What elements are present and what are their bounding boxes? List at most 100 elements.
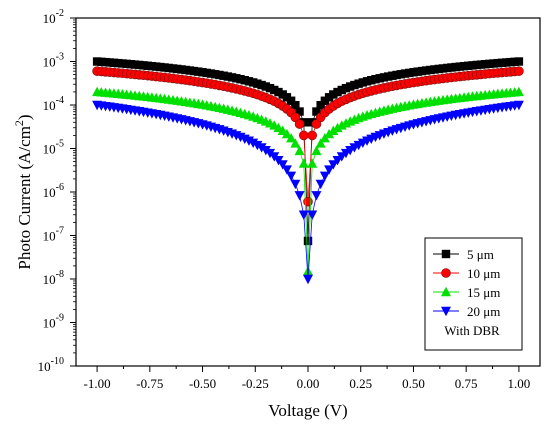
data-point	[294, 145, 305, 156]
x-tick-label: -1.00	[84, 376, 111, 391]
data-point	[311, 145, 322, 156]
data-point	[147, 61, 157, 71]
data-point	[286, 132, 297, 143]
legend-label: 10 μm	[467, 266, 500, 281]
data-point	[367, 76, 376, 85]
series-2	[92, 66, 524, 207]
x-axis-label: Voltage (V)	[268, 401, 347, 420]
x-tick-label: -0.75	[136, 376, 163, 391]
y-tick-label: 10-7	[43, 226, 64, 244]
series-4	[92, 100, 524, 285]
data-point	[177, 65, 186, 74]
data-point	[409, 68, 418, 77]
data-point	[244, 77, 254, 86]
legend-item: 10 μm	[433, 266, 500, 281]
data-point	[417, 66, 427, 76]
data-marks	[92, 57, 524, 285]
data-point	[160, 63, 169, 72]
data-point	[274, 87, 283, 97]
data-point	[328, 125, 339, 135]
y-axis-label: Photo Current (A/cm2)	[12, 114, 34, 269]
x-axis: -1.00 -0.75 -0.50 -0.25 0.00 0.25 0.50 0.75 1.00	[84, 366, 531, 391]
data-point	[240, 76, 249, 85]
data-point	[354, 79, 363, 88]
data-point	[447, 63, 456, 72]
data-point	[451, 62, 460, 72]
data-point	[97, 57, 106, 67]
legend: 5 μm 10 μm 15 μm 20 μm With DBR	[424, 237, 523, 351]
data-point	[421, 66, 431, 75]
data-point	[194, 67, 203, 76]
data-point	[156, 62, 165, 72]
legend-label: 15 μm	[467, 285, 500, 300]
data-point	[358, 78, 368, 87]
y-tick-label: 10-10	[38, 356, 64, 374]
legend-label: 5 μm	[467, 247, 494, 262]
data-point	[105, 58, 114, 67]
data-point	[332, 122, 343, 133]
data-point	[341, 83, 351, 93]
data-point	[122, 59, 131, 69]
data-point	[223, 72, 233, 81]
data-point	[312, 107, 321, 116]
data-point	[319, 171, 330, 182]
data-point	[101, 57, 110, 67]
data-point	[277, 160, 288, 170]
legend-marker	[441, 249, 451, 259]
x-tick-label: 0.25	[349, 376, 372, 391]
data-point	[472, 60, 481, 70]
data-point	[514, 66, 524, 76]
data-point	[113, 58, 123, 68]
data-point	[265, 83, 275, 93]
legend-label: 20 μm	[467, 304, 500, 319]
data-point	[426, 65, 435, 75]
data-point	[181, 65, 190, 75]
data-point	[164, 63, 173, 73]
data-point	[303, 274, 313, 285]
data-point	[303, 236, 313, 246]
data-point	[400, 69, 410, 78]
data-point	[430, 65, 439, 74]
y-tick-label: 10-8	[43, 269, 64, 287]
data-point	[497, 58, 507, 67]
y-axis: 10-10 10-9 10-8 10-7 10-6 10-5 10-4 10-3 10-2	[38, 8, 76, 374]
y-tick-label: 10-4	[43, 95, 64, 113]
legend-note: With DBR	[444, 323, 500, 338]
x-tick-label: 0.00	[297, 376, 320, 391]
data-point	[286, 96, 296, 105]
data-point	[257, 80, 266, 90]
data-point	[324, 165, 335, 175]
data-point	[248, 78, 258, 87]
x-tick-label: 0.75	[455, 376, 478, 391]
data-point	[168, 64, 178, 73]
data-point	[434, 64, 443, 74]
data-point	[281, 128, 292, 139]
data-point	[438, 64, 448, 73]
x-tick-label: 1.00	[508, 376, 531, 391]
data-point	[253, 79, 262, 88]
y-tick-label: 10-6	[43, 182, 64, 200]
data-point	[489, 59, 498, 68]
data-point	[513, 100, 524, 111]
data-point	[392, 70, 401, 80]
data-point	[211, 70, 220, 79]
x-tick-label: 0.50	[402, 376, 425, 391]
data-point	[126, 60, 136, 69]
data-point	[198, 68, 207, 77]
x-tick-label: -0.50	[189, 376, 216, 391]
legend-marker	[441, 268, 451, 278]
legend-item: 20 μm	[433, 304, 500, 319]
data-point	[476, 60, 486, 69]
data-point	[109, 58, 119, 67]
data-point	[135, 60, 144, 70]
y-tick-label: 10-9	[43, 313, 64, 331]
y-tick-label: 10-2	[43, 8, 64, 26]
data-point	[480, 60, 490, 69]
data-point	[298, 158, 309, 168]
data-point	[337, 85, 346, 95]
data-point	[270, 85, 279, 95]
data-point	[493, 58, 503, 68]
data-point	[256, 143, 267, 153]
data-point	[206, 69, 216, 78]
